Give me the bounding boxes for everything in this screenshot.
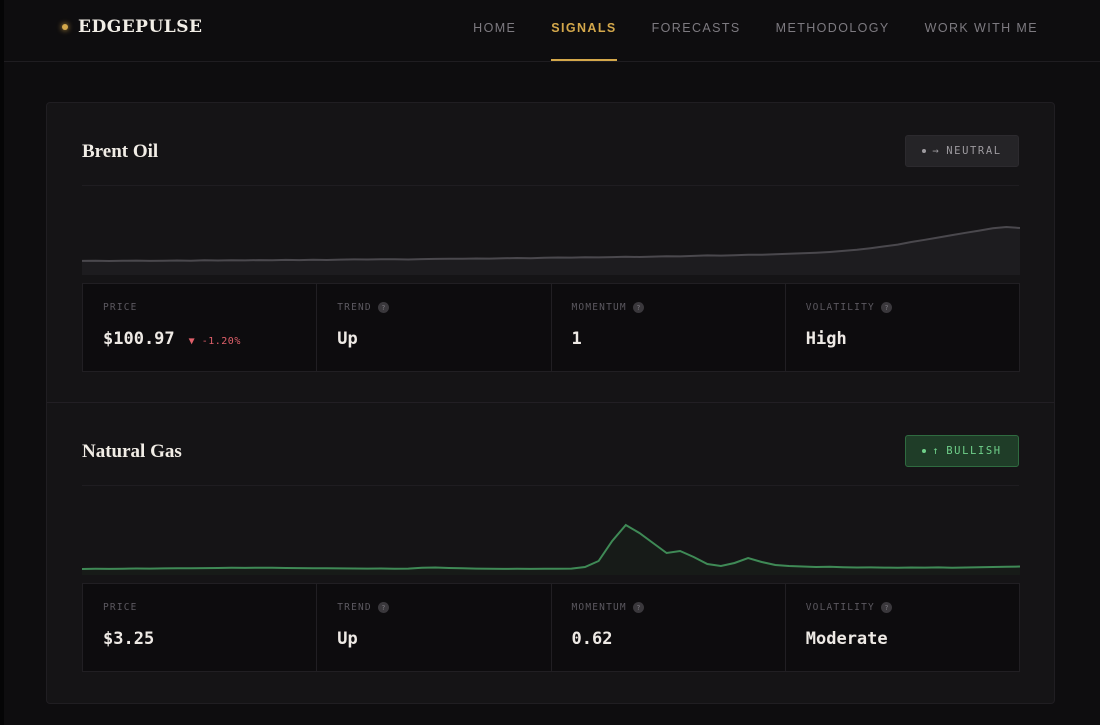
signal-section-brent-oil: Brent Oil → NEUTRAL PRICE $100.97 ▼ -1.2… bbox=[47, 103, 1054, 403]
signal-title: Brent Oil bbox=[82, 141, 159, 162]
sparkline-area bbox=[82, 525, 1020, 575]
help-icon[interactable]: ? bbox=[632, 302, 644, 313]
stats-row: PRICE $100.97 ▼ -1.20% TREND? Up MOMENTU… bbox=[82, 283, 1020, 372]
window-edge bbox=[0, 0, 4, 725]
stat-value-trend: Up bbox=[337, 629, 358, 649]
stat-label-momentum: MOMENTUM bbox=[571, 602, 627, 613]
sparkline-natural-gas bbox=[82, 523, 1020, 575]
badge-dot-icon bbox=[922, 449, 927, 453]
main-nav: HOME SIGNALS FORECASTS METHODOLOGY WORK … bbox=[473, 21, 1038, 61]
signal-badge-bullish: ↑ BULLISH bbox=[905, 435, 1019, 467]
help-icon[interactable]: ? bbox=[880, 602, 892, 613]
stat-volatility: VOLATILITY? Moderate bbox=[786, 584, 1019, 671]
stat-value-momentum: 1 bbox=[571, 329, 582, 349]
price-change-value: -1.20% bbox=[201, 336, 241, 347]
sparkline-line bbox=[82, 523, 1020, 570]
stat-value-price: $100.97 bbox=[103, 329, 175, 349]
stat-price: PRICE $3.25 bbox=[83, 584, 318, 671]
stat-value-volatility: High bbox=[805, 329, 847, 349]
stat-label-price: PRICE bbox=[103, 302, 138, 313]
stat-label-volatility: VOLATILITY bbox=[805, 602, 875, 613]
price-change: ▼ -1.20% bbox=[189, 336, 241, 347]
help-icon[interactable]: ? bbox=[880, 302, 892, 313]
signal-title: Natural Gas bbox=[82, 441, 182, 462]
stat-value-volatility: Moderate bbox=[805, 629, 888, 649]
nav-home[interactable]: HOME bbox=[473, 21, 517, 35]
stat-value-momentum: 0.62 bbox=[571, 629, 613, 649]
stat-label-momentum: MOMENTUM bbox=[571, 302, 627, 313]
stat-volatility: VOLATILITY? High bbox=[786, 284, 1019, 371]
stat-price: PRICE $100.97 ▼ -1.20% bbox=[83, 284, 318, 371]
stat-label-volatility: VOLATILITY bbox=[805, 302, 875, 313]
signals-card: Brent Oil → NEUTRAL PRICE $100.97 ▼ -1.2… bbox=[46, 102, 1055, 704]
stat-momentum: MOMENTUM? 1 bbox=[552, 284, 786, 371]
badge-label: NEUTRAL bbox=[946, 145, 1002, 157]
stat-value-price: $3.25 bbox=[103, 629, 155, 649]
sparkline-line bbox=[82, 225, 1020, 263]
signal-section-natural-gas: Natural Gas ↑ BULLISH PRICE $3.25 TREND?… bbox=[47, 403, 1054, 703]
arrow-right-icon: → bbox=[932, 145, 941, 157]
stat-trend: TREND? Up bbox=[317, 584, 552, 671]
help-icon[interactable]: ? bbox=[377, 602, 389, 613]
site-header: EDGEPULSE HOME SIGNALS FORECASTS METHODO… bbox=[4, 0, 1100, 62]
stat-label-trend: TREND bbox=[337, 602, 372, 613]
signal-badge-neutral: → NEUTRAL bbox=[905, 135, 1019, 167]
help-icon[interactable]: ? bbox=[632, 602, 644, 613]
stat-label-price: PRICE bbox=[103, 602, 138, 613]
nav-forecasts[interactable]: FORECASTS bbox=[651, 21, 741, 35]
stat-label-trend: TREND bbox=[337, 302, 372, 313]
brand-dot-icon bbox=[62, 24, 68, 30]
nav-work-with-me[interactable]: WORK WITH ME bbox=[924, 21, 1038, 35]
stat-momentum: MOMENTUM? 0.62 bbox=[552, 584, 786, 671]
divider bbox=[82, 485, 1019, 486]
brand-name: EDGEPULSE bbox=[78, 17, 203, 37]
nav-signals[interactable]: SIGNALS bbox=[551, 21, 618, 61]
sparkline-area bbox=[82, 227, 1020, 275]
stat-value-trend: Up bbox=[337, 329, 358, 349]
divider bbox=[82, 185, 1019, 186]
help-icon[interactable]: ? bbox=[377, 302, 389, 313]
sparkline-brent-oil bbox=[82, 225, 1020, 275]
triangle-down-icon: ▼ bbox=[188, 336, 196, 347]
stat-trend: TREND? Up bbox=[317, 284, 552, 371]
stats-row: PRICE $3.25 TREND? Up MOMENTUM? 0.62 VOL… bbox=[82, 583, 1020, 672]
brand-logo[interactable]: EDGEPULSE bbox=[62, 17, 202, 37]
badge-dot-icon bbox=[922, 149, 927, 153]
badge-label: BULLISH bbox=[946, 445, 1002, 457]
nav-methodology[interactable]: METHODOLOGY bbox=[775, 21, 890, 35]
arrow-up-icon: ↑ bbox=[932, 445, 941, 457]
